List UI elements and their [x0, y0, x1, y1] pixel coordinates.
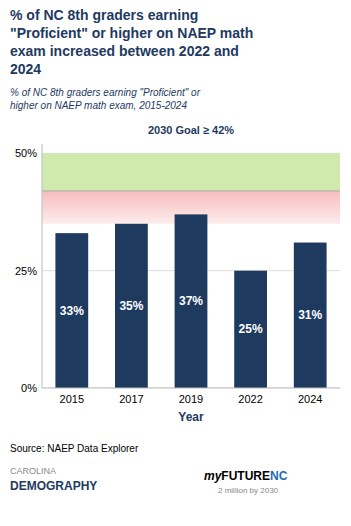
bar: [115, 224, 148, 388]
bar: [234, 271, 267, 388]
title: % of NC 8th graders earning "Proficient" …: [10, 7, 253, 77]
subtitle-line: % of NC 8th graders earning "Proficient"…: [10, 87, 201, 98]
bar: [55, 233, 88, 388]
bar: [294, 243, 327, 388]
data-label: 31%: [298, 308, 322, 322]
x-tick-label: 2024: [298, 393, 322, 405]
logo-text: myFUTURENC: [204, 469, 288, 483]
y-tick-label: 25%: [15, 265, 37, 277]
y-tick-label: 50%: [15, 147, 37, 159]
chart-container: % of NC 8th graders earning "Proficient" …: [0, 0, 351, 526]
goal-label: 2030 Goal ≥ 42%: [148, 124, 234, 136]
logo-part: FUTURE: [221, 469, 270, 483]
x-tick-label: 2019: [179, 393, 203, 405]
grid-line: [42, 388, 340, 389]
title-line: exam increased between 2022 and: [10, 43, 239, 59]
logo-text: DEMOGRAPHY: [10, 479, 97, 493]
x-tick-label: 2017: [119, 393, 143, 405]
data-label: 25%: [239, 322, 263, 336]
subtitle-line: higher on NAEP math exam, 2015-2024: [10, 100, 187, 111]
logo-text: CAROLINA: [10, 466, 56, 476]
goal-line: [42, 190, 340, 191]
y-tick-label: 0%: [21, 382, 37, 394]
title-line: 2024: [10, 61, 41, 77]
x-tick-label: 2015: [60, 393, 84, 405]
x-axis-label: Year: [178, 410, 204, 424]
plot-area: [42, 153, 340, 388]
subtitle: % of NC 8th graders earning "Proficient"…: [10, 87, 201, 111]
x-tick-label: 2022: [238, 393, 262, 405]
data-label: 37%: [179, 294, 203, 308]
chart-svg: % of NC 8th graders earning "Proficient" …: [0, 0, 351, 526]
y-axis-line: [42, 144, 43, 388]
data-label: 33%: [60, 304, 84, 318]
x-axis-line: [42, 388, 340, 389]
source: Source: NAEP Data Explorer: [10, 443, 139, 454]
data-label: 35%: [119, 299, 143, 313]
goal-band: [42, 153, 340, 191]
logo-part: my: [204, 469, 223, 483]
bar: [175, 214, 208, 388]
logo-part: NC: [270, 469, 288, 483]
title-line: % of NC 8th graders earning: [10, 7, 198, 23]
title-line: "Proficient" or higher on NAEP math: [10, 25, 253, 41]
logo-tagline: 2 million by 2030: [218, 486, 279, 495]
